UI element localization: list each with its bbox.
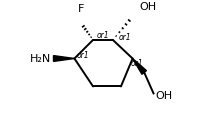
Text: OH: OH xyxy=(156,91,173,101)
Text: H₂N: H₂N xyxy=(30,54,51,64)
Text: or1: or1 xyxy=(119,33,131,42)
Text: F: F xyxy=(78,4,85,14)
Text: or1: or1 xyxy=(77,51,89,60)
Text: OH: OH xyxy=(140,2,157,12)
Polygon shape xyxy=(133,59,146,74)
Polygon shape xyxy=(54,56,74,61)
Text: or1: or1 xyxy=(130,59,143,68)
Text: or1: or1 xyxy=(97,31,109,40)
